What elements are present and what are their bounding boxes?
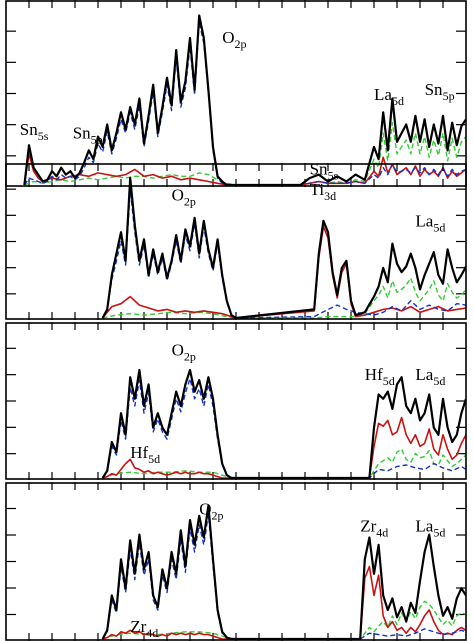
orbital-label: Zr4d — [130, 617, 158, 640]
orbital-label-sub: 5d — [383, 374, 395, 388]
panel-frame — [5, 482, 467, 641]
orbital-label: Zr4d — [360, 517, 388, 540]
panel-frame — [5, 163, 467, 320]
orbital-label-sub: 5s — [38, 129, 49, 143]
partial-dos-blue-line — [102, 513, 466, 640]
orbital-label-sub: 4d — [376, 526, 388, 540]
orbital-label: O2p — [172, 186, 196, 209]
orbital-label-sub: 2p — [184, 350, 196, 364]
total-dos-line — [101, 368, 466, 480]
orbital-label-base: Sn — [425, 80, 443, 99]
orbital-label-base: Sn — [73, 123, 91, 142]
orbital-label: La5d — [415, 211, 445, 234]
orbital-label: Ti3d — [310, 180, 337, 203]
partial-dos-red-line — [101, 225, 466, 319]
orbital-label-base: La — [415, 211, 433, 230]
orbital-label-sub: 2p — [211, 508, 223, 522]
orbital-label-base: Sn — [20, 120, 38, 139]
orbital-label-sub: 4d — [146, 626, 158, 640]
orbital-label: O2p — [199, 499, 223, 522]
orbital-label-base: Hf — [365, 365, 383, 384]
orbital-label: La5d — [415, 365, 445, 388]
orbital-label-base: O — [199, 499, 211, 518]
orbital-label-sub: 3d — [324, 189, 336, 203]
partial-dos-red-line — [23, 153, 466, 186]
orbital-label-base: La — [415, 365, 433, 384]
orbital-label-sub: 5d — [433, 374, 445, 388]
orbital-label-base: O — [222, 28, 234, 47]
orbital-label: La5d — [374, 85, 404, 108]
orbital-label-base: La — [415, 517, 433, 536]
orbital-label: O2p — [172, 341, 196, 364]
orbital-label-base: Sn — [310, 160, 328, 179]
orbital-label-base: O — [172, 341, 184, 360]
orbital-label: Sn5p — [73, 123, 103, 146]
orbital-label: Hf5d — [130, 443, 160, 466]
total-dos-line — [23, 14, 466, 187]
dos-panel-2: O2p Ti3d La5d — [5, 163, 467, 320]
orbital-label-sub: 5d — [433, 220, 445, 234]
orbital-label: Hf5d — [365, 365, 395, 388]
partial-dos-green-line — [102, 448, 466, 479]
axis-ticks — [6, 322, 466, 480]
orbital-label-sub: 5s — [328, 169, 339, 183]
orbital-label-sub: 5d — [148, 452, 160, 466]
orbital-label-sub: 2p — [184, 195, 196, 209]
partial-dos-blue-line — [102, 377, 466, 479]
orbital-label-sub: 5d — [392, 94, 404, 108]
total-dos-line — [101, 504, 466, 641]
orbital-label: Sn5p — [425, 80, 455, 103]
panel-frame — [5, 322, 467, 480]
orbital-label: Sn5s — [20, 120, 49, 143]
orbital-label-base: O — [172, 186, 184, 205]
orbital-label-sub: 5p — [443, 89, 455, 103]
orbital-label-sub: 2p — [234, 37, 246, 51]
orbital-label: La5d — [415, 517, 445, 540]
partial-dos-green-line — [102, 600, 466, 640]
total-dos-line — [101, 176, 466, 320]
panel-frame — [5, 0, 467, 187]
partial-dos-red-line — [102, 565, 466, 640]
orbital-label-base: Ti — [310, 180, 325, 199]
partial-dos-green-line — [102, 277, 466, 319]
orbital-label-base: Hf — [130, 443, 148, 462]
orbital-label-sub: 5p — [91, 132, 103, 146]
partial-dos-red-line — [102, 416, 466, 479]
orbital-label: O2p — [222, 28, 246, 51]
orbital-label-base: La — [374, 85, 392, 104]
orbital-label-base: Zr — [130, 617, 146, 636]
orbital-label-base: Zr — [360, 517, 376, 536]
orbital-label-sub: 5d — [433, 526, 445, 540]
